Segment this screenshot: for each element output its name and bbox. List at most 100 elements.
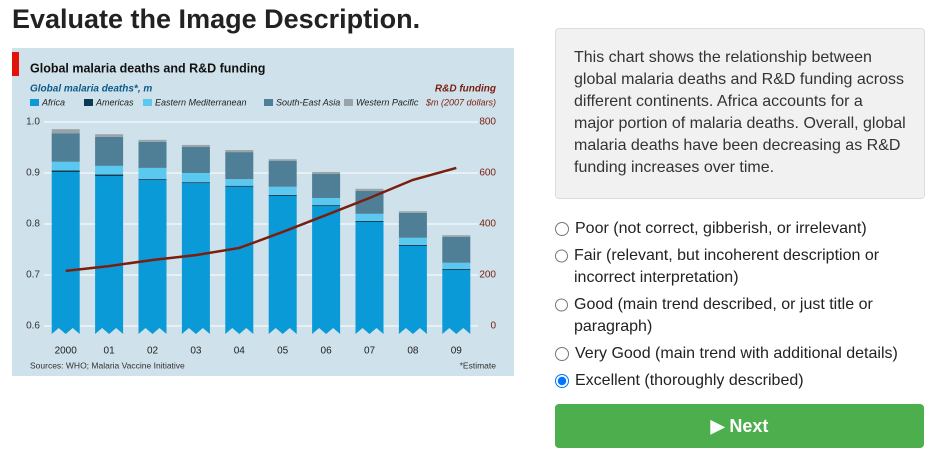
bar-segment [51, 170, 80, 172]
y2-tick-label: 400 [479, 219, 496, 230]
bar-segment [312, 197, 341, 206]
option[interactable]: Very Good (main trend with additional de… [553, 343, 923, 365]
bar-segment [51, 161, 80, 171]
bar-segment [442, 262, 471, 269]
bar-segment [138, 167, 167, 180]
source: Sources: WHO; Malaria Vaccine Initiative [30, 360, 185, 370]
bar-segment [138, 179, 167, 181]
y-tick-label: 0.8 [26, 219, 40, 230]
bar-segment [225, 186, 254, 334]
bar-segment [95, 134, 124, 137]
y-tick-label: 0.6 [26, 321, 40, 332]
x-tick-label: 06 [321, 346, 333, 357]
bar-segment [398, 244, 427, 246]
bar-segment [398, 212, 427, 238]
bar-segment [181, 144, 210, 147]
y2-tick-label: 0 [490, 321, 496, 332]
bar-segment [355, 220, 384, 222]
bar-segment [442, 268, 471, 270]
option[interactable]: Excellent (thoroughly described) [553, 370, 923, 392]
bar-segment [442, 236, 471, 263]
bar-segment [181, 183, 210, 334]
bar-segment [225, 179, 254, 186]
bar-segment [181, 173, 210, 183]
option-label: Fair (relevant, but incoherent descripti… [574, 247, 880, 286]
x-tick-label: 04 [234, 346, 246, 357]
x-tick-label: 2000 [55, 346, 78, 357]
option[interactable]: Fair (relevant, but incoherent descripti… [553, 245, 923, 289]
line-series [65, 166, 457, 273]
next-button[interactable]: ▶ Next [555, 404, 924, 448]
radio[interactable] [555, 298, 568, 312]
y2-tick-label: 800 [479, 117, 496, 128]
bar-segment [268, 195, 297, 334]
bar-segment [312, 205, 341, 207]
bar-segment [95, 174, 124, 177]
chart-title: Global malaria deaths and R&D funding [30, 61, 265, 75]
x-tick-label: 09 [451, 346, 463, 357]
option[interactable]: Poor (not correct, gibberish, or irrelev… [553, 218, 923, 240]
bar-segment [268, 186, 297, 195]
option[interactable]: Good (main trend described, or just titl… [553, 294, 923, 338]
axis-break [51, 328, 80, 334]
x-tick-label: 05 [277, 346, 289, 357]
legend-swatch [264, 99, 273, 106]
bar-segment [138, 139, 167, 142]
y2-tick-label: 200 [479, 270, 496, 281]
axis-break [225, 328, 254, 334]
y-tick-label: 1.0 [26, 117, 40, 128]
bar-segment [312, 206, 341, 334]
option-label: Poor (not correct, gibberish, or irrelev… [575, 220, 867, 237]
bar-segment [398, 245, 427, 334]
radio[interactable] [555, 222, 569, 236]
chart-image: Global malaria deaths and R&D funding Glo… [12, 48, 514, 376]
bar-segment [355, 188, 384, 191]
legend-swatch [84, 99, 93, 106]
radio[interactable] [555, 249, 568, 263]
options: Poor (not correct, gibberish, or irrelev… [553, 218, 923, 397]
radio[interactable] [555, 347, 569, 361]
bar-segment [138, 141, 167, 168]
axis-break [181, 328, 210, 334]
y-tick-label: 0.9 [26, 168, 40, 179]
option-label: Excellent (thoroughly described) [575, 372, 804, 389]
bar-segment [268, 159, 297, 161]
bar-segment [95, 136, 124, 166]
axis-break [95, 328, 124, 334]
x-tick-label: 08 [407, 346, 419, 357]
x-tick-label: 03 [190, 346, 202, 357]
bar-segment [355, 221, 384, 334]
legend-label: Americas [95, 97, 134, 107]
y-tick-label: 0.7 [26, 270, 40, 281]
legend-swatch [30, 99, 39, 106]
axis-break [355, 328, 384, 334]
y2-label: R&D funding [435, 84, 496, 95]
bar-segment [181, 146, 210, 173]
axis-break [268, 328, 297, 334]
bar-segment [355, 190, 384, 214]
bar-segment [225, 150, 254, 153]
bar-segment [442, 269, 471, 334]
x-tick-label: 01 [104, 346, 116, 357]
bar-segment [181, 182, 210, 184]
description: This chart shows the relationship betwee… [555, 28, 925, 199]
axis-break [312, 328, 341, 334]
bar-segment [398, 211, 427, 213]
bar-segment [51, 171, 80, 334]
option-label: Very Good (main trend with additional de… [575, 345, 898, 362]
y2-tick-label: 600 [479, 168, 496, 179]
legend-label: Eastern Mediterranean [155, 97, 247, 107]
bar-segment [95, 176, 124, 334]
bar-segment [95, 165, 124, 175]
bar-segment [225, 185, 254, 187]
bar-segment [138, 180, 167, 334]
axis-break [398, 328, 427, 334]
note: *Estimate [460, 360, 497, 370]
y-label: Global malaria deaths*, m [30, 84, 152, 95]
bar-segment [312, 174, 341, 198]
x-tick-label: 02 [147, 346, 159, 357]
y2-unit: $m (2007 dollars) [425, 97, 496, 107]
bar-segment [442, 235, 471, 237]
radio[interactable] [555, 374, 569, 388]
